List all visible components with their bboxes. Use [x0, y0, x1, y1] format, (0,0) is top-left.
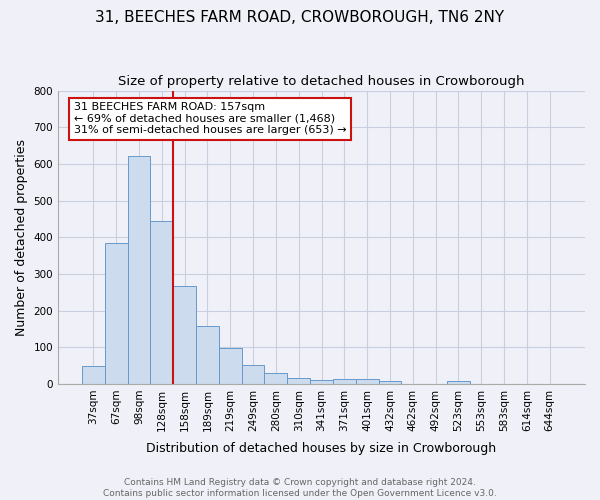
- Bar: [356, 379, 379, 384]
- Text: 31 BEECHES FARM ROAD: 157sqm
← 69% of detached houses are smaller (1,468)
31% of: 31 BEECHES FARM ROAD: 157sqm ← 69% of de…: [74, 102, 346, 136]
- Y-axis label: Number of detached properties: Number of detached properties: [15, 138, 28, 336]
- Bar: [242, 365, 265, 384]
- Bar: [219, 348, 242, 384]
- Text: 31, BEECHES FARM ROAD, CROWBOROUGH, TN6 2NY: 31, BEECHES FARM ROAD, CROWBOROUGH, TN6 …: [95, 10, 505, 25]
- X-axis label: Distribution of detached houses by size in Crowborough: Distribution of detached houses by size …: [146, 442, 497, 455]
- Bar: [82, 366, 105, 384]
- Bar: [447, 382, 470, 384]
- Bar: [333, 379, 356, 384]
- Bar: [173, 286, 196, 384]
- Bar: [287, 378, 310, 384]
- Title: Size of property relative to detached houses in Crowborough: Size of property relative to detached ho…: [118, 75, 525, 88]
- Bar: [105, 243, 128, 384]
- Bar: [310, 380, 333, 384]
- Bar: [151, 222, 173, 384]
- Bar: [128, 156, 151, 384]
- Text: Contains HM Land Registry data © Crown copyright and database right 2024.
Contai: Contains HM Land Registry data © Crown c…: [103, 478, 497, 498]
- Bar: [265, 373, 287, 384]
- Bar: [196, 326, 219, 384]
- Bar: [379, 381, 401, 384]
